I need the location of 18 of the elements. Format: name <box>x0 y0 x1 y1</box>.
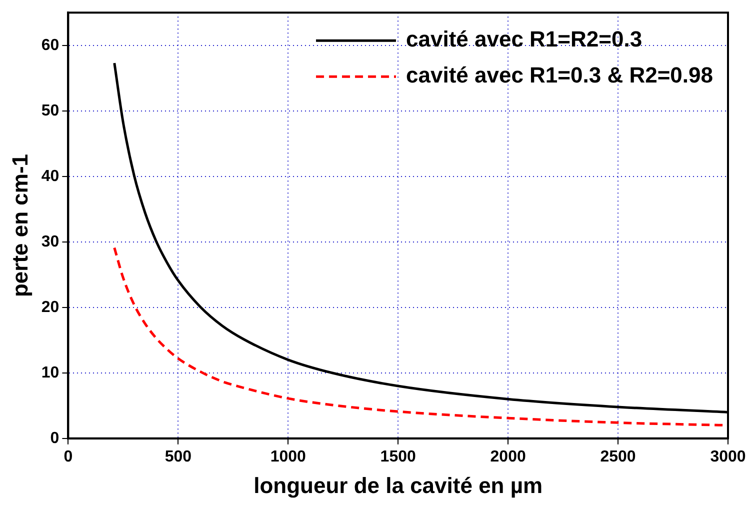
y-tick-label: 60 <box>41 36 60 54</box>
y-tick-label: 20 <box>41 298 60 316</box>
legend-label: cavité avec R1=0.3 & R2=0.98 <box>406 62 714 88</box>
x-axis-title: longueur de la cavité en µm <box>254 472 543 498</box>
x-tick-label: 0 <box>64 448 73 466</box>
x-tick-label: 1500 <box>380 448 416 466</box>
y-tick-label: 10 <box>41 364 60 382</box>
y-axis-title: perte en cm-1 <box>7 154 32 298</box>
y-tick-label: 0 <box>50 430 60 447</box>
y-tick-label: 50 <box>41 102 60 120</box>
x-tick-label: 2000 <box>490 448 526 466</box>
x-tick-label: 1000 <box>270 448 306 466</box>
x-tick-label: 2500 <box>600 448 636 466</box>
y-tick-label: 30 <box>41 233 60 250</box>
x-tick-label: 3000 <box>710 448 746 466</box>
y-tick-label: 40 <box>41 168 60 185</box>
x-tick-label: 500 <box>164 448 192 466</box>
legend-label: cavité avec R1=R2=0.3 <box>406 26 642 52</box>
